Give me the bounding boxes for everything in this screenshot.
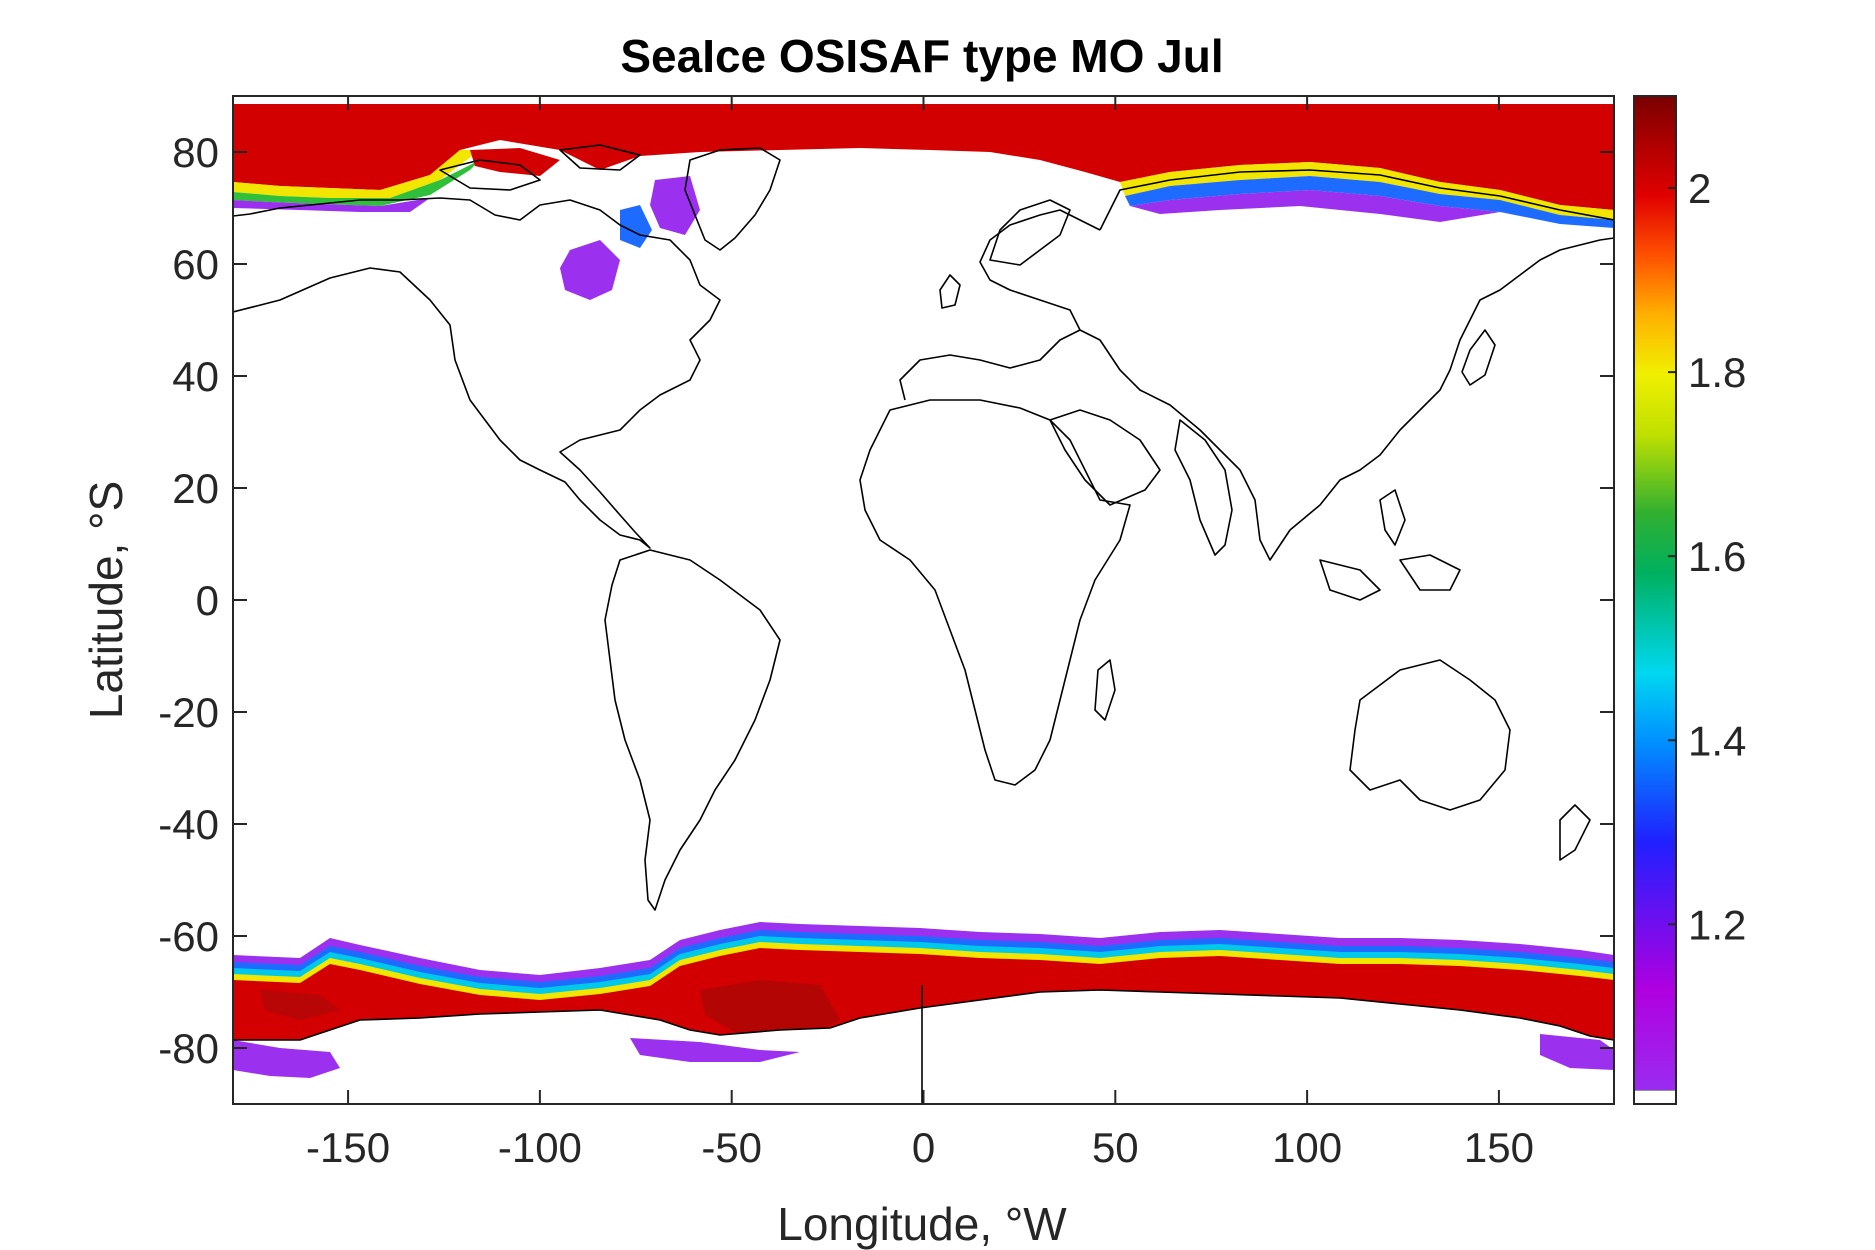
arctic-ice — [233, 104, 1614, 300]
x-tick-label: -150 — [306, 1124, 390, 1171]
y-tick-label: -40 — [158, 801, 219, 848]
x-axis-label: Longitude, °W — [777, 1198, 1067, 1250]
sea-ice-layer — [233, 104, 1614, 1104]
x-tick-label: 50 — [1092, 1124, 1139, 1171]
colorbar-tick-label: 1.2 — [1688, 901, 1746, 948]
colorbar-tick-label: 1.6 — [1688, 533, 1746, 580]
y-tick-label: 80 — [172, 129, 219, 176]
y-tick-label: 40 — [172, 353, 219, 400]
y-tick-label: -60 — [158, 913, 219, 960]
y-tick-label: -80 — [158, 1025, 219, 1072]
x-axis: -150 -100 -50 0 50 100 150 — [306, 96, 1534, 1171]
x-tick-label: -100 — [498, 1124, 582, 1171]
colorbar-tick-label: 2 — [1688, 165, 1711, 212]
y-tick-label: 60 — [172, 241, 219, 288]
colorbar-gradient — [1634, 96, 1676, 1090]
y-tick-label: 20 — [172, 465, 219, 512]
x-tick-label: 100 — [1272, 1124, 1342, 1171]
antarctic-ice — [233, 922, 1614, 1104]
coastlines — [233, 144, 1614, 1104]
x-tick-label: 0 — [912, 1124, 935, 1171]
map-title: SeaIce OSISAF type MO Jul — [620, 30, 1223, 82]
colorbar: 1.2 1.4 1.6 1.8 2 — [1633, 95, 1746, 1105]
x-tick-label: -50 — [701, 1124, 762, 1171]
x-tick-label: 150 — [1464, 1124, 1534, 1171]
colorbar-ticks: 1.2 1.4 1.6 1.8 2 — [1668, 165, 1746, 948]
y-axis-label: Latitude, °S — [80, 481, 132, 719]
y-tick-label: -20 — [158, 689, 219, 736]
y-tick-label: 0 — [196, 577, 219, 624]
colorbar-tick-label: 1.4 — [1688, 717, 1746, 764]
y-axis: 80 60 40 20 0 -20 -40 -60 -80 — [158, 129, 1614, 1072]
colorbar-tick-label: 1.8 — [1688, 349, 1746, 396]
